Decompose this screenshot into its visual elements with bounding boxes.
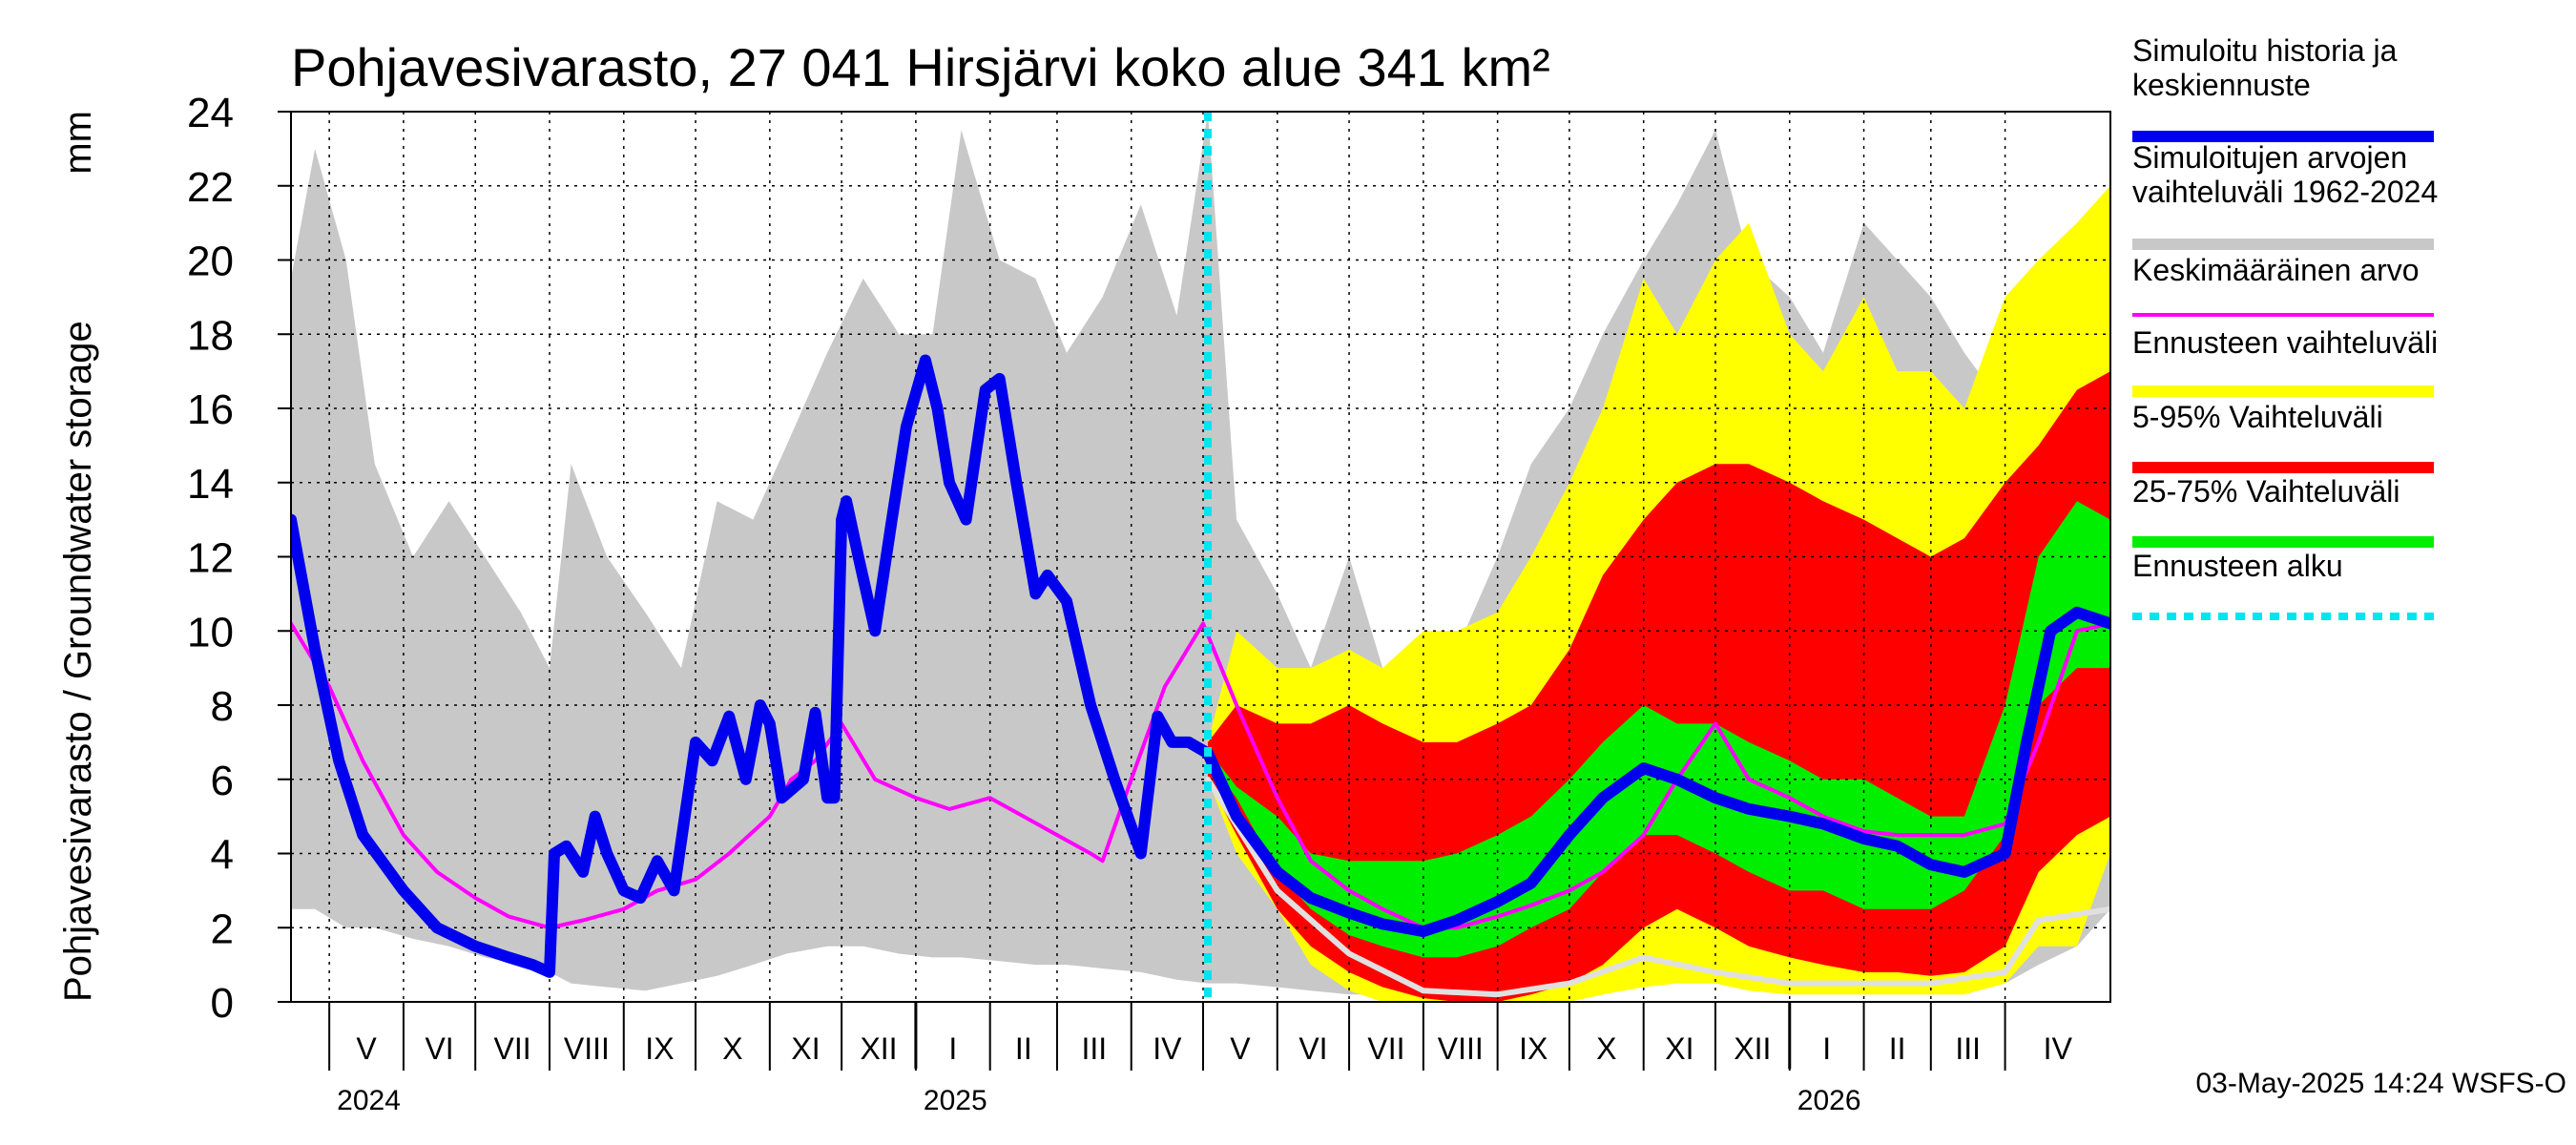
legend-label-mean: Keskimääräinen arvo <box>2132 253 2420 287</box>
y-tick-label: 22 <box>187 164 234 211</box>
x-month-label: VIII <box>1438 1031 1484 1066</box>
x-month-label: V <box>356 1031 377 1066</box>
y-tick-label: 4 <box>211 832 234 879</box>
chart-title: Pohjavesivarasto, 27 041 Hirsjärvi koko … <box>291 37 1550 97</box>
mean-line <box>291 621 2110 930</box>
x-month-label: IV <box>2044 1031 2073 1066</box>
x-month-label: II <box>1889 1031 1906 1066</box>
legend-label-sim: Simuloitu historia ja <box>2132 33 2398 68</box>
legend-label-p25_75: 25-75% Vaihteluväli <box>2132 474 2399 509</box>
y-tick-label: 6 <box>211 758 234 804</box>
x-month-label: II <box>1015 1031 1032 1066</box>
legend-label-hist_range: vaihteluväli 1962-2024 <box>2132 175 2438 209</box>
forecast-lower-line <box>1205 776 2110 998</box>
y-tick-label: 14 <box>187 461 234 508</box>
x-month-label: XI <box>791 1031 820 1066</box>
simulated-line <box>291 354 2110 978</box>
x-month-label: IV <box>1153 1031 1182 1066</box>
x-month-label: IX <box>1519 1031 1548 1066</box>
x-month-label: XII <box>1734 1031 1771 1066</box>
y-axis-unit: mm <box>57 111 99 175</box>
y-tick-label: 24 <box>187 90 234 136</box>
x-month-label: IX <box>645 1031 674 1066</box>
legend-label-sim: keskiennuste <box>2132 68 2311 102</box>
x-month-label: III <box>1955 1031 1981 1066</box>
grid <box>291 112 2110 1002</box>
y-tick-label: 8 <box>211 683 234 730</box>
x-axis: V VI VII VIII IX X XI XII I II III IV V VI VII VIII IX X X… <box>328 1002 2073 1116</box>
x-month-label: VII <box>1367 1031 1404 1066</box>
x-month-label: X <box>1596 1031 1616 1066</box>
x-month-label: VIII <box>564 1031 610 1066</box>
y-tick-label: 10 <box>187 609 234 656</box>
x-year-label: 2026 <box>1797 1085 1861 1116</box>
x-year-label: 2024 <box>337 1085 401 1116</box>
x-month-label: III <box>1082 1031 1108 1066</box>
y-tick-label: 12 <box>187 535 234 582</box>
x-month-label: I <box>1822 1031 1831 1066</box>
legend-label-fc_start: Ennusteen alku <box>2132 549 2343 583</box>
legend-label-p5_95: 5-95% Vaihteluväli <box>2132 400 2383 434</box>
y-tick-label: 20 <box>187 239 234 285</box>
y-tick-label: 2 <box>211 906 234 952</box>
y-axis-label: Pohjavesivarasto / Groundwater storage <box>57 321 99 1002</box>
y-tick-label: 18 <box>187 312 234 359</box>
x-month-label: XI <box>1665 1031 1693 1066</box>
x-month-label: VI <box>1298 1031 1327 1066</box>
y-tick-label: 0 <box>211 980 234 1027</box>
x-month-label: VII <box>494 1031 531 1066</box>
plot-lines <box>291 112 2110 1002</box>
x-month-label: XII <box>860 1031 897 1066</box>
x-month-label: VI <box>425 1031 453 1066</box>
y-tick-label: 16 <box>187 386 234 433</box>
x-month-label: X <box>722 1031 742 1066</box>
x-year-label: 2025 <box>924 1085 987 1116</box>
legend-label-fc_range: Ennusteen vaihteluväli <box>2132 325 2438 360</box>
x-month-label: I <box>948 1031 957 1066</box>
footer-timestamp: 03-May-2025 14:24 WSFS-O <box>2196 1068 2567 1099</box>
x-month-label: V <box>1230 1031 1251 1066</box>
legend-label-hist_range: Simuloitujen arvojen <box>2132 140 2407 175</box>
